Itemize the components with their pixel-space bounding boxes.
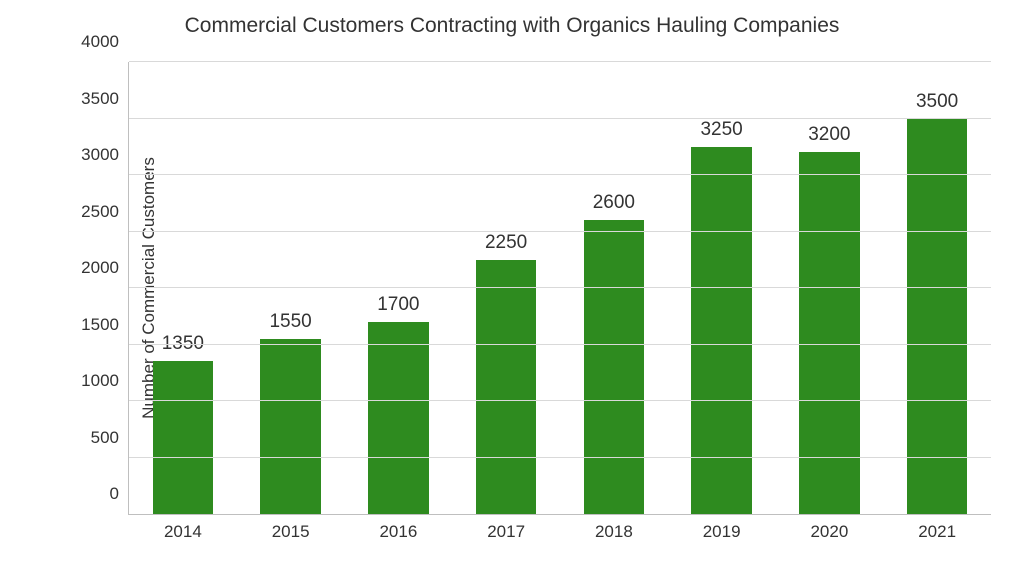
- grid-line: [129, 457, 991, 458]
- bar-slot: 13502014: [129, 62, 237, 514]
- y-tick-label: 0: [110, 484, 129, 504]
- y-tick-label: 1000: [81, 371, 129, 391]
- x-tick-label: 2015: [272, 522, 310, 542]
- x-tick-label: 2018: [595, 522, 633, 542]
- bar-slot: 26002018: [560, 62, 668, 514]
- y-tick-label: 3500: [81, 89, 129, 109]
- grid-line: [129, 400, 991, 401]
- grid-line: [129, 287, 991, 288]
- bar-slot: 32502019: [668, 62, 776, 514]
- grid-line: [129, 344, 991, 345]
- plot-area: 1350201415502015170020162250201726002018…: [128, 62, 991, 515]
- bar-value-label: 3250: [700, 119, 742, 141]
- bar: 3200: [799, 152, 859, 514]
- grid-line: [129, 61, 991, 62]
- bar-slot: 32002020: [776, 62, 884, 514]
- bar-value-label: 1550: [269, 311, 311, 333]
- grid-line: [129, 118, 991, 119]
- y-tick-label: 4000: [81, 32, 129, 52]
- y-tick-label: 2500: [81, 202, 129, 222]
- bar-chart: Commercial Customers Contracting with Or…: [0, 0, 1024, 576]
- bar: 3250: [691, 147, 751, 514]
- bar: 2600: [584, 220, 644, 514]
- y-tick-label: 2000: [81, 258, 129, 278]
- x-tick-label: 2017: [487, 522, 525, 542]
- x-tick-label: 2014: [164, 522, 202, 542]
- x-tick-label: 2016: [379, 522, 417, 542]
- bar-slot: 22502017: [452, 62, 560, 514]
- bar-value-label: 1700: [377, 294, 419, 316]
- chart-title: Commercial Customers Contracting with Or…: [0, 14, 1024, 38]
- bar: 2250: [476, 260, 536, 514]
- y-tick-label: 500: [91, 428, 129, 448]
- x-tick-label: 2019: [703, 522, 741, 542]
- y-tick-label: 3000: [81, 145, 129, 165]
- bar-value-label: 2600: [593, 192, 635, 214]
- bar-slot: 35002021: [883, 62, 991, 514]
- bar-slot: 15502015: [237, 62, 345, 514]
- grid-line: [129, 174, 991, 175]
- y-tick-label: 1500: [81, 315, 129, 335]
- bar: 1700: [368, 322, 428, 514]
- bar-value-label: 2250: [485, 232, 527, 254]
- bar: 3500: [907, 119, 967, 515]
- bar: 1550: [260, 339, 320, 514]
- bar-slot: 17002016: [345, 62, 453, 514]
- bar-value-label: 3500: [916, 91, 958, 113]
- grid-line: [129, 231, 991, 232]
- x-tick-label: 2020: [810, 522, 848, 542]
- x-tick-label: 2021: [918, 522, 956, 542]
- bar-value-label: 3200: [808, 124, 850, 146]
- bar: 1350: [153, 361, 213, 514]
- bars-container: 1350201415502015170020162250201726002018…: [129, 62, 991, 514]
